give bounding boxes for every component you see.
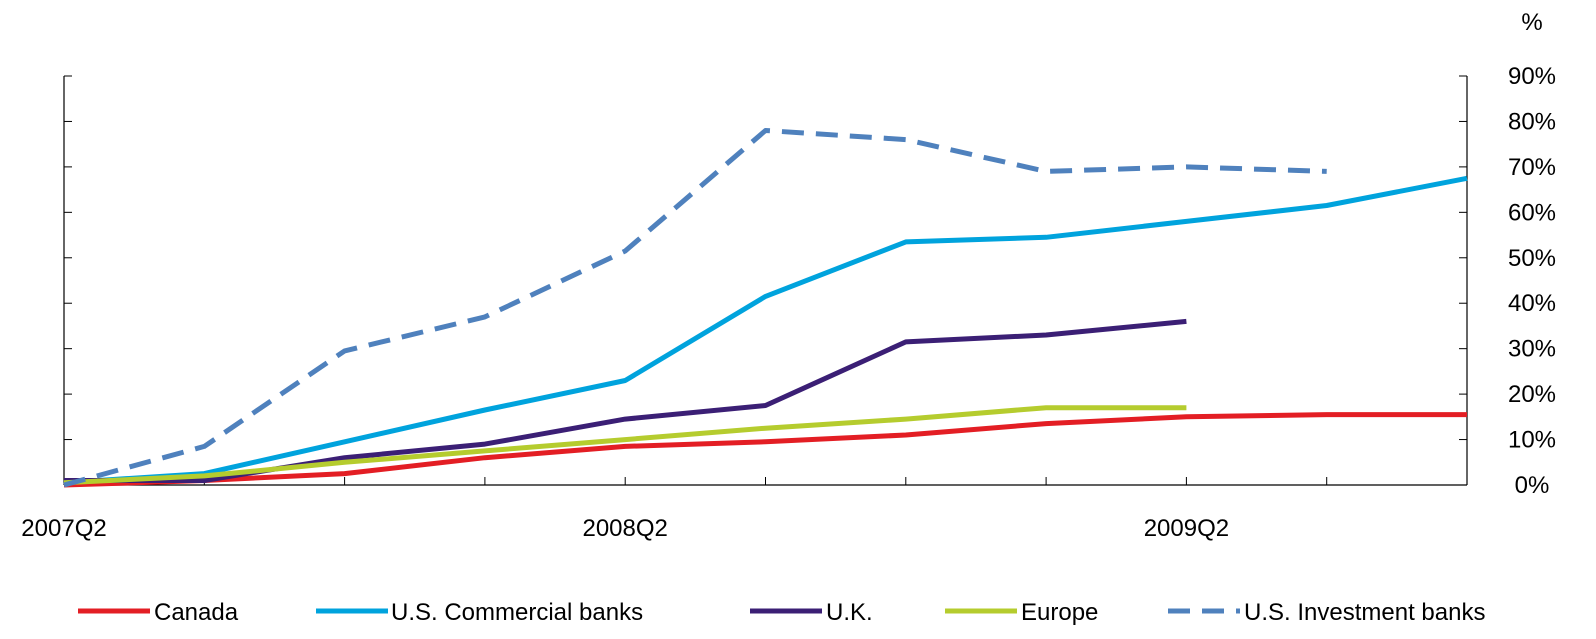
y-tick-label: 40% — [1508, 290, 1556, 317]
series-lines — [63, 128, 1468, 488]
y-axis-unit-label: % — [1521, 9, 1542, 36]
y-tick-label: 60% — [1508, 199, 1556, 226]
series-line-canada — [63, 412, 1467, 488]
y-tick-label: 0% — [1515, 472, 1550, 499]
x-tick-label: 2009Q2 — [1144, 515, 1229, 542]
y-tick-label: 10% — [1508, 427, 1556, 454]
y-tick-label: 20% — [1508, 381, 1556, 408]
legend-label: U.S. Commercial banks — [391, 599, 643, 626]
y-tick-label: 30% — [1508, 336, 1556, 363]
y-tick-label: 70% — [1508, 154, 1556, 181]
y-tick-label: 80% — [1508, 108, 1556, 135]
legend-label: Canada — [154, 599, 239, 626]
series-line-u-s-commercial-banks — [63, 175, 1468, 486]
series-line-europe — [63, 405, 1187, 486]
legend-label: U.S. Investment banks — [1244, 599, 1485, 626]
x-tick-label: 2008Q2 — [582, 515, 667, 542]
legend-label: Europe — [1021, 599, 1098, 626]
series-line-u-k — [64, 318, 1187, 483]
axes: 0% 10% 20% 30% 40% 50% 60% 70% 80% 90% 2007Q2 2008Q… — [21, 63, 1556, 542]
y-tick-label: 90% — [1508, 63, 1556, 90]
x-tick-label: 2007Q2 — [21, 515, 106, 542]
legend: Canada U.S. Commercial banks U.K. Europe U.S… — [78, 599, 1485, 626]
y-tick-label: 50% — [1508, 245, 1556, 272]
legend-label: U.K. — [826, 599, 873, 626]
